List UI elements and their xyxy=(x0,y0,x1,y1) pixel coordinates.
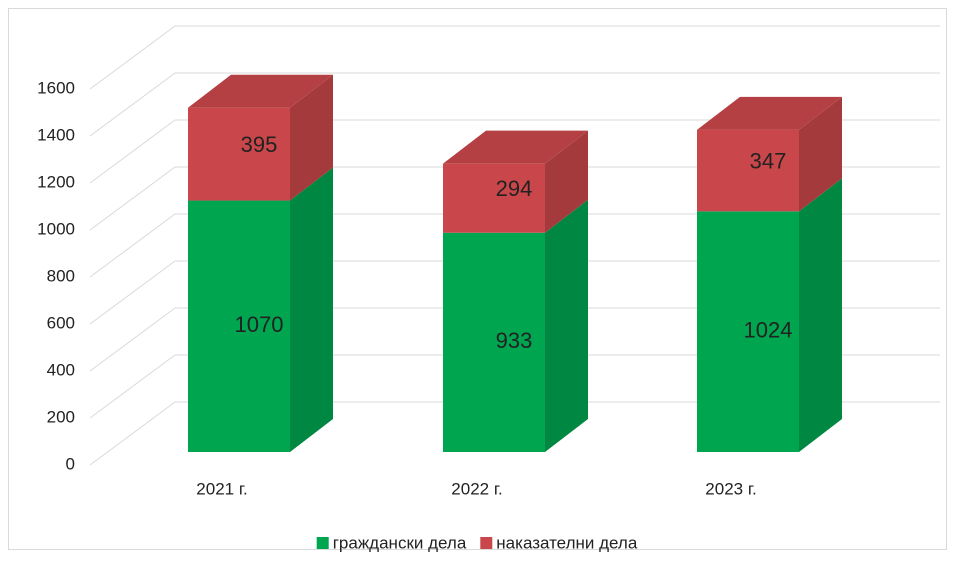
x-tick-label: 2021 г. xyxy=(196,479,247,498)
data-label: 395 xyxy=(241,132,278,157)
y-tick-label: 800 xyxy=(47,266,75,285)
data-label: 1024 xyxy=(744,317,793,342)
data-label: 933 xyxy=(496,328,533,353)
grid-line xyxy=(89,119,176,184)
data-label: 1070 xyxy=(235,312,284,337)
bar-side xyxy=(545,199,588,452)
y-tick-label: 600 xyxy=(47,313,75,332)
bar-front xyxy=(697,129,799,212)
bar-front xyxy=(188,200,290,452)
bar-side xyxy=(545,130,588,233)
grid-line xyxy=(89,166,176,231)
y-tick-label: 1400 xyxy=(37,125,75,144)
grid-line xyxy=(89,260,176,325)
legend-swatch xyxy=(480,537,493,549)
x-tick-label: 2023 г. xyxy=(705,479,756,498)
bar-side xyxy=(290,167,333,453)
grid-line xyxy=(89,213,176,278)
bar-front xyxy=(443,232,545,452)
data-label: 347 xyxy=(750,148,787,173)
grid-line xyxy=(89,401,176,466)
grid-line xyxy=(89,354,176,419)
x-tick-label: 2022 г. xyxy=(451,479,502,498)
data-label: 294 xyxy=(496,176,533,201)
bar-top xyxy=(443,130,588,164)
grid-line xyxy=(89,72,176,137)
y-tick-label: 1000 xyxy=(37,219,75,238)
y-tick-label: 200 xyxy=(47,407,75,426)
y-tick-label: 1600 xyxy=(37,78,75,97)
y-tick-label: 0 xyxy=(66,454,75,473)
bar-top xyxy=(697,96,842,130)
bar-side xyxy=(799,96,842,212)
grid-line xyxy=(89,307,176,372)
bar-front xyxy=(443,163,545,233)
y-tick-label: 1200 xyxy=(37,172,75,191)
legend-swatch xyxy=(316,537,329,549)
legend-label: наказателни дела xyxy=(496,533,638,552)
bar-side xyxy=(799,178,842,453)
legend-label: граждански дела xyxy=(333,533,467,552)
bar-front xyxy=(697,211,799,452)
bar-top xyxy=(188,74,333,108)
bar-side xyxy=(290,74,333,201)
y-tick-label: 400 xyxy=(47,360,75,379)
grid-line xyxy=(89,25,176,90)
bar-front xyxy=(188,107,290,201)
